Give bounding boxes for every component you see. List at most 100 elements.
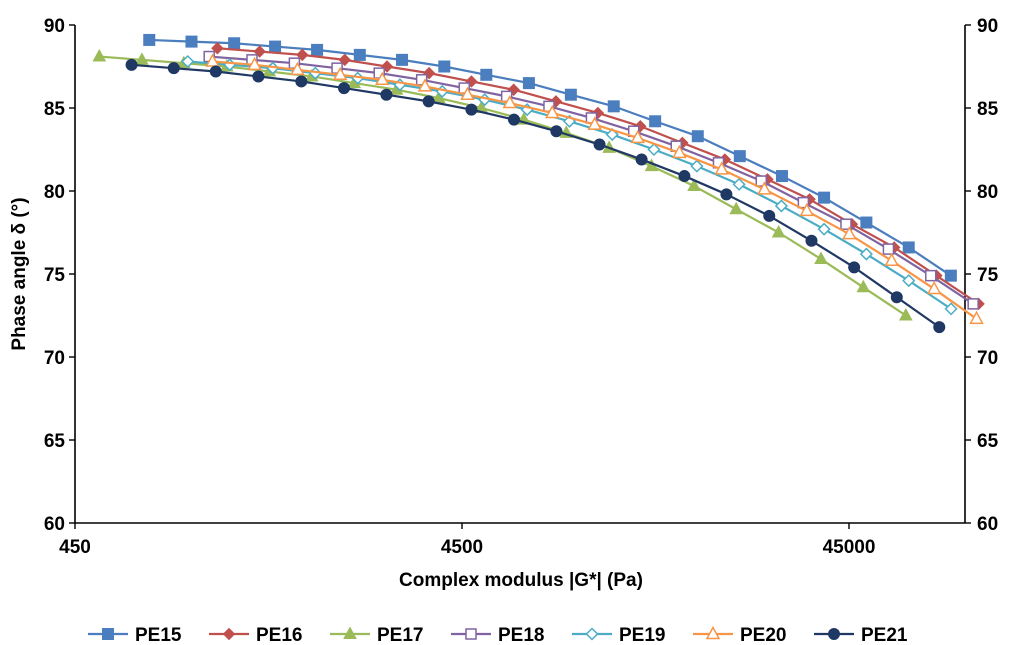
y-tick-label-right: 90 [977, 16, 998, 37]
data-point-pe20 [587, 116, 602, 130]
data-point-pe15 [860, 216, 873, 229]
series-layer [92, 33, 985, 334]
data-point-pe18 [797, 196, 810, 209]
data-point-pe21 [422, 95, 435, 108]
data-point-pe17 [729, 201, 744, 215]
legend-label-pe18: PE18 [498, 625, 544, 645]
data-point-pe20 [842, 226, 857, 240]
data-point-pe19 [732, 177, 746, 191]
x-tick-label: 450 [59, 537, 91, 558]
data-point-pe20 [545, 104, 560, 119]
y-tick-label-right: 70 [977, 348, 998, 369]
data-point-pe15 [480, 68, 493, 81]
series-line-pe15 [149, 38, 952, 277]
legend-label-pe20: PE20 [740, 625, 786, 645]
legend-item-pe15: PE15 [88, 625, 182, 645]
data-point-pe20 [630, 129, 645, 144]
data-point-pe20 [417, 78, 433, 92]
data-point-pe18 [882, 243, 895, 255]
series-line-pe17 [99, 55, 907, 317]
right-y-axis: 60 65 70 75 80 85 90 [965, 16, 999, 535]
data-point-pe19 [902, 274, 916, 288]
data-point-pe15 [143, 33, 156, 46]
data-point-pe15 [733, 150, 746, 163]
data-point-pe19 [859, 247, 873, 261]
y-tick-label-left: 80 [44, 182, 65, 203]
data-point-pe15 [311, 43, 324, 56]
y-tick-label-left: 90 [44, 16, 65, 37]
y-tick-label-right: 65 [977, 431, 999, 452]
legend: PE15 PE16 PE17 PE18 PE19 PE20 PE21 [88, 625, 908, 645]
legend-marker-pe17 [343, 626, 357, 639]
data-point-pe21 [720, 188, 733, 201]
legend-item-pe16: PE16 [209, 625, 302, 645]
y-tick-label-right: 85 [977, 99, 999, 120]
y-tick-label-right: 75 [977, 265, 999, 286]
data-point-pe15 [564, 88, 577, 101]
y-tick-label-left: 85 [44, 99, 66, 120]
data-point-pe15 [522, 77, 535, 90]
data-point-pe15 [649, 115, 662, 128]
y-tick-label-left: 75 [44, 265, 66, 286]
data-point-pe15 [691, 130, 704, 143]
data-point-pe15 [607, 100, 620, 113]
data-point-pe15 [353, 48, 366, 61]
series-pe20 [205, 53, 984, 325]
data-point-pe15 [269, 40, 282, 53]
data-point-pe20 [714, 161, 729, 175]
data-point-pe21 [295, 75, 308, 88]
data-point-pe19 [690, 159, 704, 173]
data-point-pe21 [890, 291, 903, 304]
data-point-pe21 [338, 82, 351, 95]
data-point-pe19 [181, 54, 195, 69]
legend-marker-pe20 [705, 625, 721, 640]
data-point-pe21 [209, 65, 222, 78]
x-tick-label: 4500 [441, 537, 483, 558]
data-point-pe17 [135, 52, 149, 65]
legend-label-pe16: PE16 [256, 625, 302, 645]
series-line-pe21 [131, 63, 940, 329]
data-point-pe20 [374, 71, 390, 86]
data-point-pe20 [969, 310, 984, 325]
legend-item-pe18: PE18 [451, 625, 544, 645]
data-point-pe21 [465, 103, 478, 116]
data-point-pe21 [593, 138, 606, 151]
y-axis-title: Phase angle δ (°) [9, 197, 30, 350]
series-pe18 [203, 50, 979, 310]
data-point-pe21 [252, 70, 265, 83]
legend-item-pe21: PE21 [814, 625, 908, 645]
data-point-pe20 [205, 53, 220, 67]
x-tick-label: 45000 [823, 537, 876, 558]
data-point-pe19 [944, 302, 958, 316]
data-point-pe20 [332, 66, 348, 81]
x-axis-title: Complex modulus |G*| (Pa) [399, 570, 643, 591]
legend-marker-pe21 [828, 628, 840, 640]
data-point-pe15 [944, 269, 957, 282]
data-point-pe18 [967, 298, 979, 310]
data-point-pe20 [247, 56, 262, 71]
data-point-pe18 [840, 218, 852, 230]
legend-item-pe20: PE20 [693, 625, 786, 645]
data-point-pe19 [817, 222, 831, 236]
data-point-pe18 [925, 269, 937, 282]
data-point-pe21 [678, 170, 691, 183]
data-point-pe18 [755, 175, 768, 187]
y-tick-label-left: 65 [44, 431, 66, 452]
data-point-pe21 [805, 234, 818, 247]
data-point-pe20 [757, 181, 772, 195]
data-point-pe21 [380, 88, 393, 101]
data-point-pe21 [125, 58, 138, 71]
data-point-pe17 [687, 178, 701, 192]
data-point-pe15 [818, 191, 831, 204]
legend-marker-pe15 [102, 628, 114, 640]
data-point-pe15 [438, 60, 451, 73]
data-point-pe15 [185, 35, 198, 48]
data-point-pe20 [290, 61, 305, 76]
left-y-axis: 60 65 70 75 80 85 90 [44, 16, 75, 535]
series-pe17 [92, 48, 913, 321]
data-point-pe15 [775, 170, 788, 183]
legend-item-pe19: PE19 [572, 625, 665, 645]
data-point-pe15 [902, 241, 915, 254]
data-point-pe17 [814, 251, 828, 265]
